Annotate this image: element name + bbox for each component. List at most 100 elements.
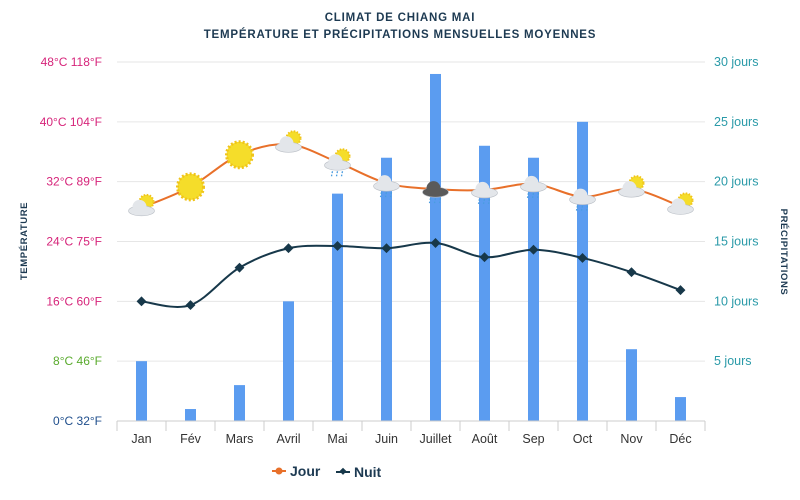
rain-drop — [477, 198, 481, 205]
rain-drop — [526, 192, 530, 199]
rain-drop — [580, 205, 584, 211]
cloud-shape — [573, 188, 588, 203]
nuit-point — [430, 238, 441, 248]
jour-line — [141, 143, 681, 209]
x-tick-label: Août — [472, 432, 498, 446]
precip-bar — [528, 157, 539, 421]
rain-sun-cloud-icon — [324, 148, 351, 177]
nuit-point — [381, 243, 392, 254]
y-axis-right-label: PRÉCIPITATIONS — [778, 209, 789, 296]
nuit-line — [141, 241, 681, 308]
y-right-tick-label: 10 jours — [714, 294, 758, 308]
nuit-point — [528, 244, 539, 255]
cloud-shape — [671, 198, 686, 213]
cloud-shape — [475, 181, 490, 196]
rain-drop — [531, 192, 535, 199]
cloud-shape — [279, 136, 294, 151]
y-right-tick-label: 20 jours — [714, 175, 758, 189]
precip-bar — [675, 397, 686, 421]
nuit-point — [283, 243, 294, 254]
x-tick-label: Oct — [573, 432, 593, 446]
nuit-point — [626, 267, 637, 278]
rain-drop — [438, 198, 442, 204]
x-tick-label: Mars — [226, 432, 254, 446]
rain-drop — [330, 171, 334, 177]
rain-cloud-icon — [569, 188, 596, 211]
storm-cloud-icon — [422, 181, 449, 204]
precip-bar — [283, 301, 294, 421]
legend: Jour Nuit — [272, 463, 382, 480]
precip-bar — [577, 121, 588, 421]
y-right-tick-label: 25 jours — [714, 115, 758, 129]
rain-drop — [585, 205, 589, 211]
y-right-tick-label: 30 jours — [714, 55, 758, 69]
sun-cloud-icon — [275, 130, 302, 153]
y-left-tick-label: 0°C 32°F — [53, 414, 102, 428]
y-left-tick-label: 32°C 89°F — [46, 175, 102, 189]
nuit-point — [234, 262, 245, 273]
y-left-tick-label: 16°C 60°F — [46, 294, 102, 308]
x-tick-label: Sep — [522, 432, 544, 446]
x-tick-label: Avril — [276, 432, 300, 446]
nuit-point — [577, 253, 588, 263]
x-tick-label: Juin — [375, 432, 398, 446]
rain-drop — [482, 198, 486, 205]
legend-jour-marker — [275, 467, 283, 475]
x-tick-label: Jan — [131, 432, 151, 446]
nuit-point — [479, 252, 490, 263]
legend-jour-label: Jour — [290, 463, 321, 479]
sun-shape — [225, 140, 254, 170]
rain-cloud-icon — [471, 181, 498, 205]
cloud-shape — [426, 181, 441, 196]
rain-drop — [379, 192, 383, 198]
chart-title: CLIMAT DE CHIANG MAI — [325, 12, 476, 24]
x-tick-label: Fév — [180, 432, 202, 446]
rain-drop — [536, 192, 540, 199]
y-right-tick-label: 15 jours — [714, 235, 758, 249]
x-tick-label: Déc — [669, 432, 691, 446]
legend-item-nuit[interactable]: Nuit — [336, 464, 382, 480]
rain-drop — [340, 171, 344, 177]
legend-nuit-marker — [339, 467, 347, 475]
sun-cloud-icon — [618, 175, 645, 198]
rain-cloud-icon — [373, 175, 400, 198]
nuit-point — [185, 300, 196, 311]
x-tick-label: Nov — [620, 432, 643, 446]
nuit-point — [332, 241, 343, 251]
precip-bar — [185, 409, 196, 421]
rain-drop — [575, 205, 579, 211]
cloud-shape — [328, 154, 343, 169]
chart-subtitle: TEMPÉRATURE ET PRÉCIPITATIONS MENSUELLES… — [204, 28, 597, 41]
y-axis-left-label: TEMPÉRATURE — [19, 202, 30, 280]
precip-bar — [479, 145, 490, 421]
y-left-tick-label: 40°C 104°F — [40, 115, 102, 129]
precip-bar — [626, 349, 637, 421]
rain-drop — [389, 192, 393, 198]
nuit-point — [675, 285, 686, 296]
sun-icon — [176, 172, 205, 202]
rain-drop — [428, 198, 432, 204]
legend-nuit-label: Nuit — [354, 464, 382, 480]
legend-item-jour[interactable]: Jour — [272, 463, 321, 479]
sun-shape — [176, 172, 205, 202]
y-left-tick-label: 48°C 118°F — [41, 55, 102, 69]
rain-drop — [384, 192, 388, 198]
y-left-tick-label: 24°C 75°F — [46, 235, 102, 249]
cloud-shape — [132, 199, 147, 214]
cloud-shape — [524, 175, 539, 190]
precip-bar — [332, 193, 343, 421]
precip-bar — [381, 157, 392, 421]
rain-cloud-icon — [520, 175, 547, 199]
y-left-tick-label: 8°C 46°F — [53, 354, 102, 368]
sun-cloud-icon — [667, 192, 694, 215]
y-right-tick-label: 5 jours — [714, 354, 752, 368]
rain-drop — [487, 198, 491, 205]
cloud-shape — [622, 181, 637, 196]
cloud-shape — [377, 175, 392, 190]
precip-bar — [234, 385, 245, 421]
sun-icon — [225, 140, 254, 170]
precip-bar — [136, 361, 147, 421]
rain-drop — [433, 198, 437, 204]
